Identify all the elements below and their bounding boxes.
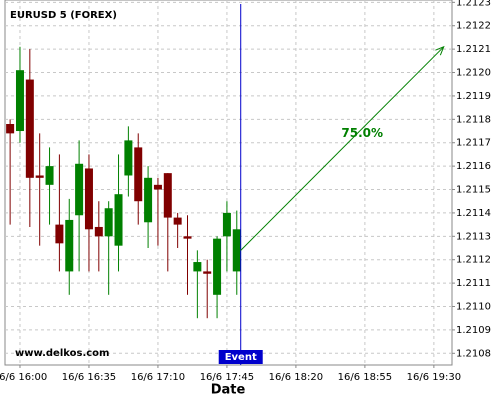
chart-title: EURUSD 5 (FOREX): [10, 10, 117, 21]
x-tick-label: 16/6 17:10: [131, 372, 185, 383]
y-tick-label: 1.2111: [456, 278, 491, 289]
y-tick-label: 1.2117: [456, 138, 491, 149]
y-tick-label: 1.2115: [456, 185, 491, 196]
candle-body: [163, 173, 172, 218]
projection-label: 75.0%: [341, 126, 383, 140]
arrow-head: [435, 45, 445, 56]
event-badge: [218, 350, 263, 364]
candle-body: [183, 236, 192, 239]
x-tick-label: 16/6 18:55: [338, 372, 392, 383]
candle-body: [124, 140, 133, 176]
candle-body: [134, 147, 143, 202]
candle-body: [232, 229, 241, 272]
candle-body: [173, 217, 182, 225]
candle-body: [94, 226, 103, 237]
candle-body: [222, 212, 231, 237]
y-tick-label: 1.2123: [456, 0, 491, 8]
x-tick-label: 16/6 19:30: [407, 372, 461, 383]
y-tick-label: 1.2110: [456, 302, 491, 313]
candle-body: [84, 168, 93, 230]
candle-body: [203, 271, 212, 274]
y-tick-label: 1.2112: [456, 255, 491, 266]
candle-body: [213, 238, 222, 295]
y-tick-label: 1.2109: [456, 325, 491, 336]
candle-body: [35, 175, 44, 178]
x-tick-label: 16/6 16:35: [62, 372, 116, 383]
x-tick-label: 16/6 17:45: [200, 372, 254, 383]
marks: [6, 46, 241, 319]
candle-body: [65, 219, 74, 272]
event-label: Event: [225, 352, 257, 363]
candle-body: [45, 166, 54, 185]
x-axis-label: Date: [211, 383, 246, 398]
y-tick-label: 1.2113: [456, 231, 491, 242]
candle-body: [75, 163, 84, 216]
candle-body: [6, 124, 15, 134]
plot-area: [4, 0, 453, 366]
y-tick-label: 1.2108: [456, 348, 491, 359]
y-tick-label: 1.2114: [456, 208, 491, 219]
candle-body: [144, 177, 153, 223]
y-tick-label: 1.2119: [456, 91, 491, 102]
y-tick-label: 1.2116: [456, 161, 491, 172]
x-tick-label: 16/6 16:00: [0, 372, 47, 383]
candle-body: [193, 262, 202, 272]
y-tick-label: 1.2120: [456, 68, 491, 79]
candle-body: [114, 194, 123, 246]
watermark: www.delkos.com: [15, 348, 109, 359]
candle-body: [15, 70, 24, 132]
y-tick-label: 1.2122: [456, 21, 491, 32]
candle-body: [55, 224, 64, 244]
candle-body: [104, 208, 113, 237]
candle-body: [153, 184, 162, 190]
y-tick-label: 1.2118: [456, 114, 491, 125]
y-tick-label: 1.2121: [456, 44, 491, 55]
candle-body: [25, 79, 34, 178]
projection-arrow: [240, 46, 445, 251]
x-tick-label: 16/6 18:20: [269, 372, 323, 383]
